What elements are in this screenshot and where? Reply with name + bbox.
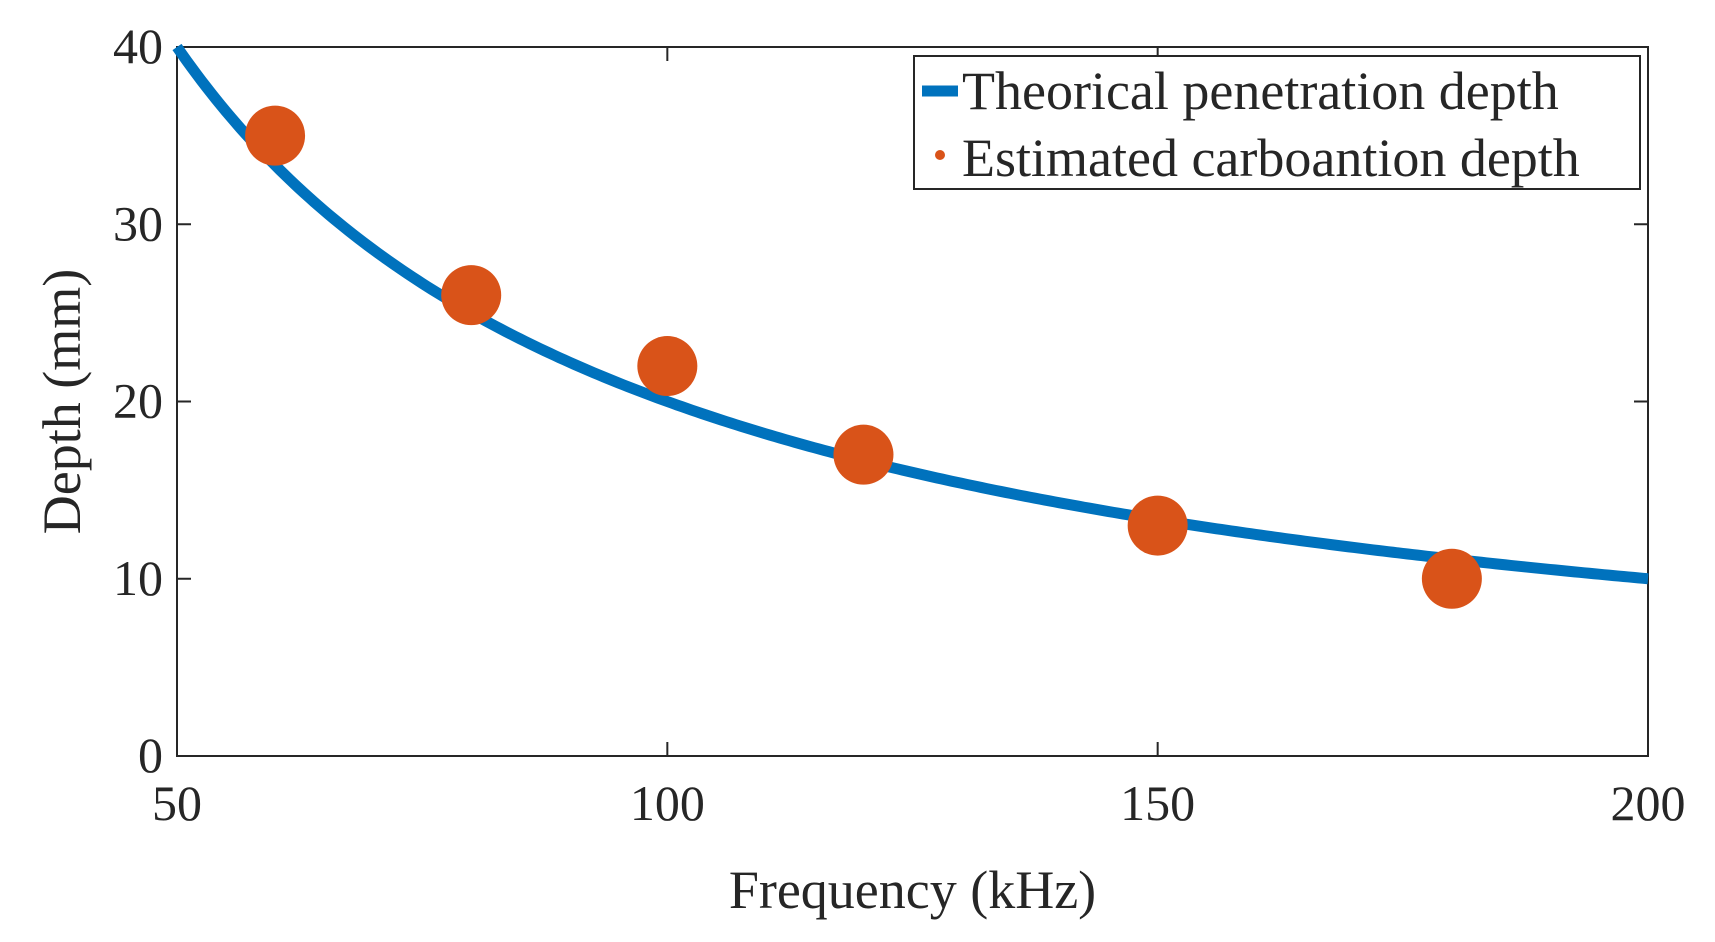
x-tick-label: 50 xyxy=(152,775,202,831)
data-point-estimated-depth xyxy=(833,424,894,485)
legend: Theorical penetration depth Estimated ca… xyxy=(913,55,1641,190)
y-axis-label: Depth (mm) xyxy=(32,269,92,534)
x-tick-label: 200 xyxy=(1611,775,1686,831)
y-tick-label: 10 xyxy=(113,550,163,606)
legend-label-theoretical: Theorical penetration depth xyxy=(962,61,1559,121)
series-line-theoretical-depth xyxy=(172,43,1649,585)
x-axis-label: Frequency (kHz) xyxy=(729,860,1096,920)
data-point-estimated-depth xyxy=(441,265,502,326)
legend-marker-swatch xyxy=(935,150,945,160)
x-axis: 50 100 150 200 xyxy=(152,47,1686,831)
y-axis: 0 10 20 30 40 xyxy=(113,18,1648,783)
series-layer xyxy=(172,43,1649,609)
data-point-estimated-depth xyxy=(1127,495,1188,556)
y-tick-label: 20 xyxy=(113,373,163,429)
data-point-estimated-depth xyxy=(1421,548,1482,609)
y-tick-label: 30 xyxy=(113,195,163,251)
data-point-estimated-depth xyxy=(637,336,698,397)
x-tick-label: 100 xyxy=(630,775,705,831)
y-tick-label: 40 xyxy=(113,18,163,74)
legend-box xyxy=(913,55,1641,190)
data-point-estimated-depth xyxy=(245,105,306,166)
legend-label-estimated: Estimated carboantion depth xyxy=(962,128,1580,188)
x-tick-label: 150 xyxy=(1120,775,1195,831)
y-tick-label: 0 xyxy=(138,727,163,783)
